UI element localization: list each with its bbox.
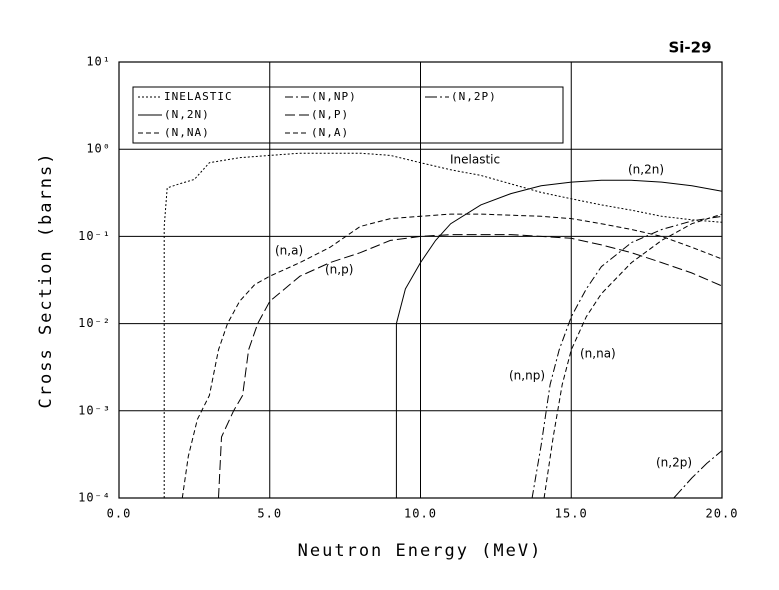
series-line bbox=[218, 234, 723, 499]
x-tick-label: 5.0 bbox=[257, 507, 282, 521]
legend-label: (N,P) bbox=[311, 108, 349, 121]
y-tick-label: 10⁻² bbox=[78, 316, 111, 330]
y-axis-label: Cross Section (barns) bbox=[36, 152, 56, 409]
series-line bbox=[395, 179, 723, 498]
series-line bbox=[181, 213, 723, 499]
legend-box bbox=[132, 86, 564, 144]
annotation: (n,p) bbox=[325, 263, 353, 277]
legend-label: (N,NA) bbox=[164, 126, 210, 139]
series-line bbox=[163, 152, 723, 498]
legend-label: (N,2N) bbox=[164, 108, 210, 121]
plot-frame bbox=[118, 61, 723, 499]
legend-label: (N,NP) bbox=[311, 90, 357, 103]
annotation: (n,a) bbox=[275, 244, 303, 258]
annotation: (n,2n) bbox=[628, 163, 664, 177]
x-tick-label: 0.0 bbox=[107, 507, 132, 521]
legend-label: INELASTIC bbox=[164, 90, 233, 103]
y-tick-label: 10⁰ bbox=[86, 142, 111, 156]
y-tick-label: 10⁻⁴ bbox=[78, 491, 111, 505]
legend-label: (N,A) bbox=[311, 126, 349, 139]
series-line bbox=[531, 215, 723, 499]
annotation: (n,np) bbox=[509, 369, 545, 383]
chart-title: Si-29 bbox=[668, 39, 711, 57]
annotation: (n,na) bbox=[580, 347, 616, 361]
x-tick-label: 10.0 bbox=[404, 507, 437, 521]
legend-label: (N,2P) bbox=[451, 90, 497, 103]
annotation: (n,2p) bbox=[656, 456, 692, 470]
x-tick-label: 20.0 bbox=[706, 507, 739, 521]
y-tick-label: 10¹ bbox=[86, 55, 111, 69]
y-tick-label: 10⁻³ bbox=[78, 403, 111, 417]
y-tick-label: 10⁻¹ bbox=[78, 229, 111, 243]
x-axis-label: Neutron Energy (MeV) bbox=[298, 541, 543, 561]
annotation: Inelastic bbox=[450, 153, 500, 167]
series-line bbox=[543, 213, 723, 499]
x-tick-label: 15.0 bbox=[555, 507, 588, 521]
